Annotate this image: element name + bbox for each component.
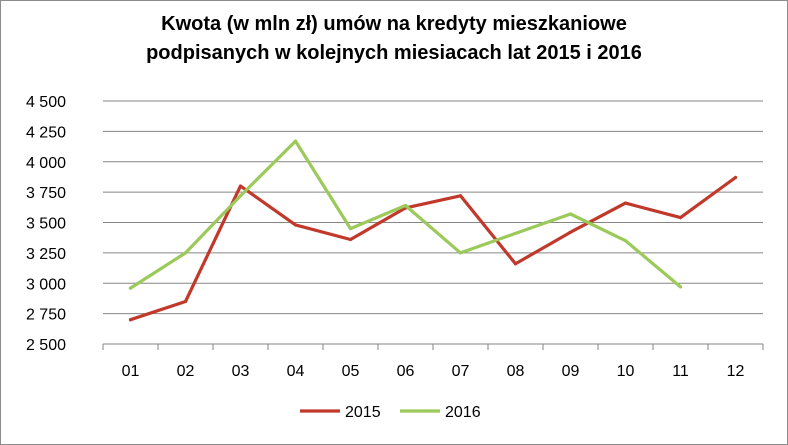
data-point-2016 <box>183 251 188 255</box>
data-point-2016 <box>568 212 573 216</box>
data-point-2015 <box>238 184 243 188</box>
y-tick-label: 3 500 <box>26 216 66 233</box>
y-tick-label: 4 500 <box>26 94 66 111</box>
y-axis-tick-labels: 2 500 2 750 3 000 3 250 3 500 3 750 4 000 4 250… <box>26 94 66 354</box>
data-point-2015 <box>623 201 628 205</box>
x-tick-label: 04 <box>287 363 305 380</box>
x-tick-label: 06 <box>397 363 415 380</box>
x-tick-label: 12 <box>727 363 745 380</box>
chart-title-line-2: podpisanych w kolejnych miesiacach lat 2… <box>146 42 642 64</box>
x-tick-label: 07 <box>452 363 470 380</box>
data-point-2016 <box>458 251 463 255</box>
data-point-2015 <box>733 175 738 180</box>
x-tick-label: 05 <box>342 363 360 380</box>
data-point-2016 <box>128 286 133 290</box>
gridlines <box>103 100 763 315</box>
legend: 2015 2016 <box>300 404 481 421</box>
x-axis-tick-labels: 01 02 03 04 05 06 07 08 09 10 11 12 <box>122 363 745 380</box>
data-point-2016 <box>348 226 353 231</box>
data-point-2016 <box>403 203 408 208</box>
data-point-2015 <box>678 216 683 220</box>
chart-title: Kwota (w mln zł) umów na kredyty mieszka… <box>0 10 788 68</box>
x-tick-label: 08 <box>507 363 525 380</box>
x-tick-label: 03 <box>232 363 250 380</box>
chart-title-line-1: Kwota (w mln zł) umów na kredyty mieszka… <box>161 13 627 35</box>
y-tick-label: 3 750 <box>26 185 66 202</box>
data-point-2015 <box>568 230 573 234</box>
series-line-2015 <box>128 175 738 322</box>
data-point-2015 <box>513 262 518 266</box>
x-tick-label: 11 <box>672 363 689 380</box>
data-point-2016 <box>623 239 628 243</box>
x-tick-label: 02 <box>177 363 195 380</box>
data-point-2015 <box>183 299 188 304</box>
y-tick-label: 4 250 <box>26 124 66 141</box>
data-point-2016 <box>293 139 298 143</box>
x-axis <box>102 343 764 350</box>
data-point-2015 <box>128 318 133 322</box>
data-point-2015 <box>348 237 353 242</box>
x-tick-label: 09 <box>562 363 580 380</box>
legend-label-2015: 2015 <box>345 404 381 421</box>
y-tick-label: 4 000 <box>26 155 66 172</box>
y-tick-label: 3 250 <box>26 246 66 263</box>
y-tick-label: 2 500 <box>26 337 66 354</box>
series-lines <box>128 139 738 322</box>
data-point-2016 <box>678 285 683 289</box>
data-point-2016 <box>238 194 243 198</box>
x-tick-label: 01 <box>122 363 140 380</box>
y-tick-label: 2 750 <box>26 307 66 324</box>
x-tick-label: 10 <box>617 363 635 380</box>
y-tick-label: 3 000 <box>26 276 66 293</box>
data-point-2015 <box>458 194 463 198</box>
data-point-2015 <box>293 223 298 227</box>
series-line-2016 <box>128 139 683 290</box>
data-point-2016 <box>513 231 518 236</box>
legend-label-2016: 2016 <box>445 404 481 421</box>
